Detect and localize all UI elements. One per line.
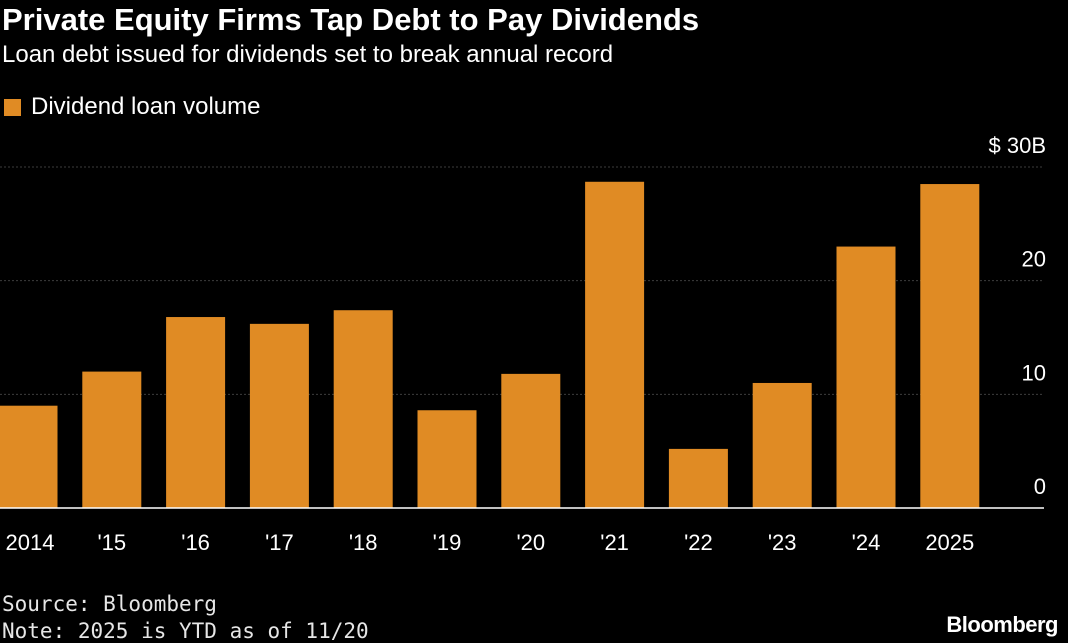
bar xyxy=(166,317,226,508)
bar xyxy=(752,382,812,508)
bar xyxy=(501,373,561,508)
bar xyxy=(836,246,896,509)
bar xyxy=(249,323,309,508)
y-tick-label: 20 xyxy=(1022,247,1046,272)
x-tick-label: 2025 xyxy=(925,530,974,555)
x-tick-label: '23 xyxy=(768,530,797,555)
footnote: Note: 2025 is YTD as of 11/20 xyxy=(2,619,369,643)
x-tick-label: 2014 xyxy=(6,530,55,555)
legend-swatch xyxy=(4,98,21,116)
x-tick-label: '15 xyxy=(97,530,126,555)
y-tick-label: $ 30B xyxy=(989,133,1047,158)
bar xyxy=(0,405,58,508)
x-tick-label: '18 xyxy=(349,530,378,555)
legend: Dividend loan volume xyxy=(4,93,260,121)
x-tick-label: '16 xyxy=(181,530,210,555)
x-tick-label: '21 xyxy=(600,530,629,555)
bar xyxy=(333,310,393,508)
bar xyxy=(585,181,645,508)
y-tick-label: 0 xyxy=(1034,474,1046,499)
x-tick-label: '17 xyxy=(265,530,294,555)
x-tick-label: '24 xyxy=(852,530,881,555)
bar xyxy=(82,371,142,508)
y-tick-labels: 0 10 20 $ 30B xyxy=(989,133,1047,499)
bar xyxy=(417,410,477,508)
legend-label: Dividend loan volume xyxy=(31,93,261,120)
bloomberg-logo: Bloomberg xyxy=(946,612,1058,637)
bar xyxy=(920,184,980,509)
bar xyxy=(668,448,728,508)
source-note: Source: Bloomberg xyxy=(2,592,217,616)
y-tick-label: 10 xyxy=(1022,360,1046,385)
x-tick-label: '20 xyxy=(516,530,545,555)
x-tick-label: '19 xyxy=(433,530,462,555)
chart-title: Private Equity Firms Tap Debt to Pay Div… xyxy=(2,2,700,37)
chart-subtitle: Loan debt issued for dividends set to br… xyxy=(2,41,614,68)
x-tick-labels: 2014 '15 '16 '17 '18 '19 '20 '21 '22 '23 '24 2025 xyxy=(6,530,975,555)
x-tick-label: '22 xyxy=(684,530,713,555)
bars xyxy=(0,181,980,509)
